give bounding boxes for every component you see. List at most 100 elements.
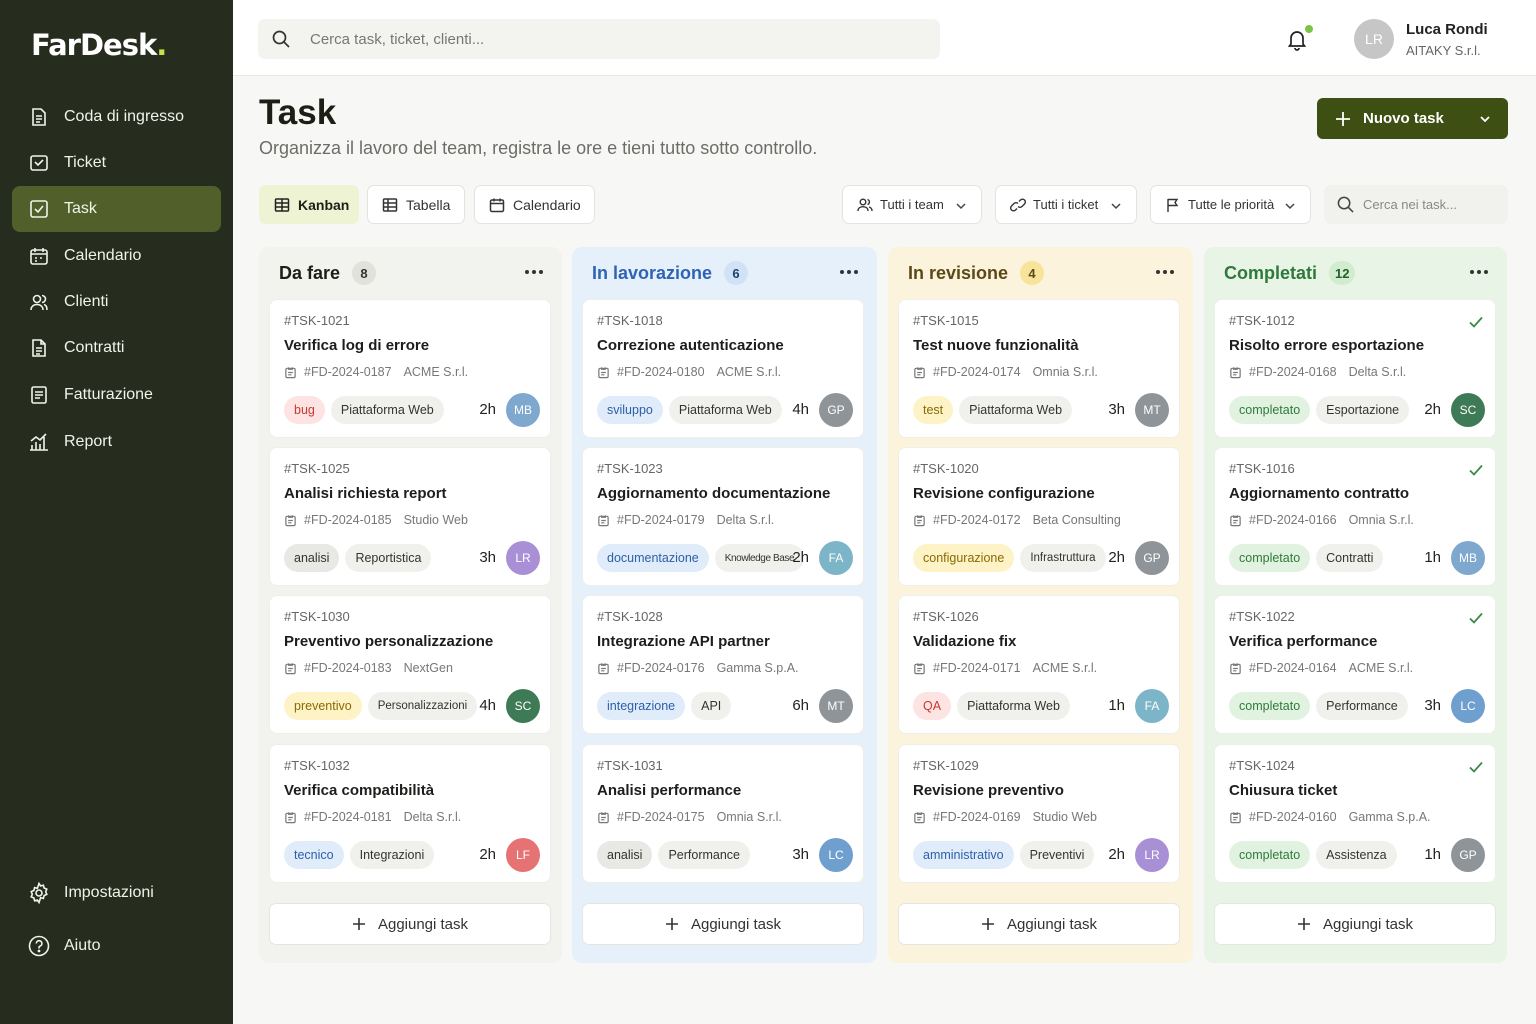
assignee-avatar[interactable]: GP — [1451, 838, 1485, 872]
ticket-reference[interactable]: #FD-2024-0174 — [933, 365, 1021, 379]
sidebar-item-clienti[interactable]: Clienti — [12, 279, 221, 325]
task-card[interactable]: #TSK-1012 Risolto errore esportazione #F… — [1214, 299, 1496, 438]
ticket-reference[interactable]: #FD-2024-0160 — [1249, 810, 1337, 824]
add-task-button[interactable]: Aggiungi task — [269, 903, 551, 945]
assignee-avatar[interactable]: LR — [506, 541, 540, 575]
task-category-tag[interactable]: amministrativo — [913, 841, 1014, 869]
task-area-tag[interactable]: Integrazioni — [350, 841, 435, 869]
assignee-avatar[interactable]: GP — [1135, 541, 1169, 575]
ticket-reference[interactable]: #FD-2024-0164 — [1249, 661, 1337, 675]
task-area-tag[interactable]: Performance — [658, 841, 750, 869]
sidebar-item-report[interactable]: Report — [12, 419, 221, 465]
task-search[interactable] — [1324, 185, 1508, 224]
assignee-avatar[interactable]: LF — [506, 838, 540, 872]
task-category-tag[interactable]: documentazione — [597, 544, 709, 572]
task-area-tag[interactable]: Personalizzazioni — [368, 692, 478, 720]
task-category-tag[interactable]: bug — [284, 396, 325, 424]
ticket-reference[interactable]: #FD-2024-0166 — [1249, 513, 1337, 527]
assignee-avatar[interactable]: FA — [1135, 689, 1169, 723]
task-category-tag[interactable]: analisi — [284, 544, 339, 572]
ticket-reference[interactable]: #FD-2024-0176 — [617, 661, 705, 675]
sidebar-item-aiuto[interactable]: Aiuto — [12, 923, 221, 969]
task-card[interactable]: #TSK-1023 Aggiornamento documentazione #… — [582, 447, 864, 586]
assignee-avatar[interactable]: FA — [819, 541, 853, 575]
more-options-icon[interactable] — [839, 269, 859, 275]
global-search[interactable] — [258, 19, 940, 59]
task-category-tag[interactable]: preventivo — [284, 692, 362, 720]
task-area-tag[interactable]: Knowledge Base — [715, 544, 804, 572]
ticket-reference[interactable]: #FD-2024-0183 — [304, 661, 392, 675]
task-category-tag[interactable]: sviluppo — [597, 396, 663, 424]
task-category-tag[interactable]: configurazione — [913, 544, 1014, 572]
task-area-tag[interactable]: Piattaforma Web — [331, 396, 444, 424]
view-calendario[interactable]: Calendario — [474, 185, 595, 224]
view-kanban[interactable]: Kanban — [259, 185, 359, 224]
task-card[interactable]: #TSK-1016 Aggiornamento contratto #FD-20… — [1214, 447, 1496, 586]
task-category-tag[interactable]: analisi — [597, 841, 652, 869]
add-task-button[interactable]: Aggiungi task — [1214, 903, 1496, 945]
filter-ticket[interactable]: Tutti i ticket — [995, 185, 1137, 224]
sidebar-item-coda-di-ingresso[interactable]: Coda di ingresso — [12, 94, 221, 140]
task-card[interactable]: #TSK-1020 Revisione configurazione #FD-2… — [898, 447, 1180, 586]
assignee-avatar[interactable]: LR — [1135, 838, 1169, 872]
add-task-button[interactable]: Aggiungi task — [898, 903, 1180, 945]
task-area-tag[interactable]: Performance — [1316, 692, 1408, 720]
sidebar-item-task[interactable]: Task — [12, 186, 221, 232]
assignee-avatar[interactable]: GP — [819, 393, 853, 427]
filter-team[interactable]: Tutti i team — [842, 185, 982, 224]
task-category-tag[interactable]: completato — [1229, 692, 1310, 720]
task-category-tag[interactable]: QA — [913, 692, 951, 720]
app-logo[interactable]: FarDesk. — [31, 28, 166, 62]
task-card[interactable]: #TSK-1026 Validazione fix #FD-2024-0171 … — [898, 595, 1180, 734]
task-category-tag[interactable]: test — [913, 396, 953, 424]
more-options-icon[interactable] — [1155, 269, 1175, 275]
assignee-avatar[interactable]: MT — [1135, 393, 1169, 427]
new-task-button[interactable]: Nuovo task — [1317, 98, 1508, 139]
ticket-reference[interactable]: #FD-2024-0172 — [933, 513, 1021, 527]
task-card[interactable]: #TSK-1018 Correzione autenticazione #FD-… — [582, 299, 864, 438]
task-category-tag[interactable]: tecnico — [284, 841, 344, 869]
sidebar-item-ticket[interactable]: Ticket — [12, 140, 221, 186]
task-card[interactable]: #TSK-1029 Revisione preventivo #FD-2024-… — [898, 744, 1180, 883]
assignee-avatar[interactable]: LC — [1451, 689, 1485, 723]
task-area-tag[interactable]: Assistenza — [1316, 841, 1396, 869]
assignee-avatar[interactable]: MB — [1451, 541, 1485, 575]
add-task-button[interactable]: Aggiungi task — [582, 903, 864, 945]
chevron-down-icon[interactable] — [1478, 112, 1492, 126]
more-options-icon[interactable] — [1469, 269, 1489, 275]
assignee-avatar[interactable]: MB — [506, 393, 540, 427]
task-area-tag[interactable]: Preventivi — [1020, 841, 1095, 869]
assignee-avatar[interactable]: MT — [819, 689, 853, 723]
task-category-tag[interactable]: completato — [1229, 841, 1310, 869]
assignee-avatar[interactable]: SC — [506, 689, 540, 723]
filter-priority[interactable]: Tutte le priorità — [1150, 185, 1311, 224]
ticket-reference[interactable]: #FD-2024-0168 — [1249, 365, 1337, 379]
task-area-tag[interactable]: Contratti — [1316, 544, 1383, 572]
ticket-reference[interactable]: #FD-2024-0171 — [933, 661, 1021, 675]
task-card[interactable]: #TSK-1024 Chiusura ticket #FD-2024-0160 … — [1214, 744, 1496, 883]
task-category-tag[interactable]: completato — [1229, 544, 1310, 572]
ticket-reference[interactable]: #FD-2024-0185 — [304, 513, 392, 527]
ticket-reference[interactable]: #FD-2024-0169 — [933, 810, 1021, 824]
user-name[interactable]: Luca Rondi — [1406, 21, 1488, 38]
ticket-reference[interactable]: #FD-2024-0181 — [304, 810, 392, 824]
user-avatar[interactable]: LR — [1354, 19, 1394, 59]
sidebar-item-fatturazione[interactable]: Fatturazione — [12, 372, 221, 418]
view-tabella[interactable]: Tabella — [367, 185, 465, 224]
task-area-tag[interactable]: Reportistica — [345, 544, 431, 572]
task-area-tag[interactable]: Infrastruttura — [1020, 544, 1105, 572]
assignee-avatar[interactable]: SC — [1451, 393, 1485, 427]
task-card[interactable]: #TSK-1025 Analisi richiesta report #FD-2… — [269, 447, 551, 586]
task-area-tag[interactable]: API — [691, 692, 731, 720]
global-search-input[interactable] — [310, 31, 870, 48]
task-category-tag[interactable]: integrazione — [597, 692, 685, 720]
task-area-tag[interactable]: Piattaforma Web — [669, 396, 782, 424]
task-card[interactable]: #TSK-1015 Test nuove funzionalità #FD-20… — [898, 299, 1180, 438]
task-card[interactable]: #TSK-1021 Verifica log di errore #FD-202… — [269, 299, 551, 438]
sidebar-item-calendario[interactable]: Calendario — [12, 233, 221, 279]
ticket-reference[interactable]: #FD-2024-0187 — [304, 365, 392, 379]
task-area-tag[interactable]: Piattaforma Web — [959, 396, 1072, 424]
sidebar-item-contratti[interactable]: Contratti — [12, 325, 221, 371]
task-search-input[interactable] — [1363, 197, 1493, 212]
task-card[interactable]: #TSK-1031 Analisi performance #FD-2024-0… — [582, 744, 864, 883]
